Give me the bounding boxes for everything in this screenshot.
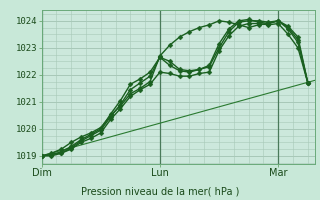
Text: Pression niveau de la mer( hPa ): Pression niveau de la mer( hPa ): [81, 186, 239, 196]
